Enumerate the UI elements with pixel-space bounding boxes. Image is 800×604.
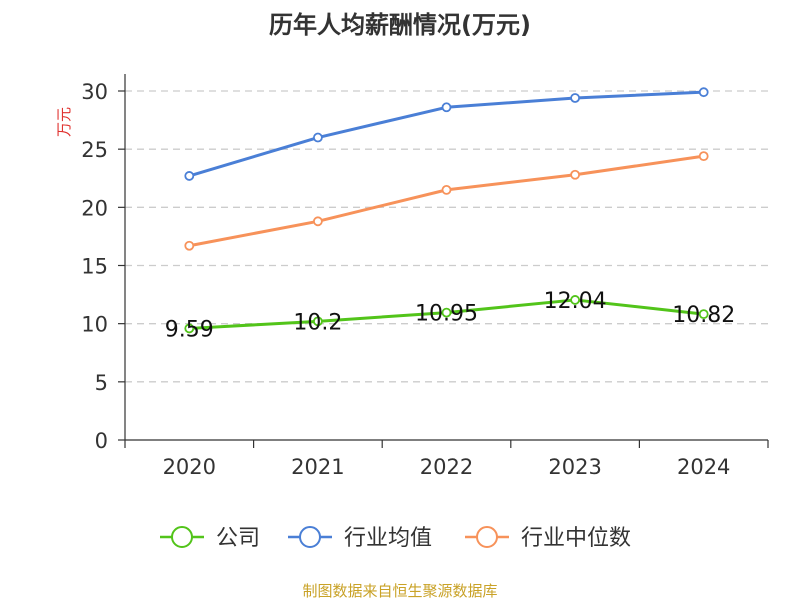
data-point	[570, 295, 580, 305]
grid-layer	[125, 90, 768, 383]
data-label: 10.82	[672, 303, 735, 328]
data-point	[570, 169, 580, 180]
y-tick-label: 0	[95, 429, 108, 453]
data-point	[312, 132, 323, 143]
source-note: 制图数据来自恒生聚源数据库	[302, 582, 497, 600]
data-point	[441, 184, 452, 195]
data-point	[441, 102, 452, 113]
y-tick-label: 25	[81, 138, 108, 162]
data-label-layer: 9.59 10.2 10.95 12.04 10.82	[165, 289, 735, 343]
series-line	[187, 154, 706, 248]
y-tick-label: 15	[81, 255, 108, 279]
y-tick-label: 10	[81, 313, 108, 337]
legend-marker	[171, 526, 193, 548]
legend-marker	[476, 526, 498, 548]
y-axis-label: 万元	[55, 107, 73, 137]
data-point	[312, 316, 323, 327]
data-point	[184, 171, 195, 181]
legend: 公司 行业均值 行业中位数	[160, 526, 631, 551]
x-tick-label: 2020	[163, 455, 216, 479]
data-point	[698, 151, 709, 162]
chart-title: 历年人均薪酬情况(万元)	[269, 11, 531, 39]
legend-label: 行业均值	[344, 526, 432, 551]
legend-label: 公司	[216, 526, 260, 551]
series-layer	[184, 87, 709, 334]
data-point	[441, 307, 452, 318]
legend-marker	[299, 526, 321, 548]
data-point	[698, 87, 709, 98]
y-tick-label: 30	[81, 80, 108, 104]
data-point	[698, 309, 709, 320]
data-point	[184, 323, 195, 334]
y-tick-label: 5	[95, 371, 108, 395]
data-point	[184, 240, 195, 251]
x-tick-label: 2023	[548, 455, 601, 479]
axis-layer: 0 5 10 15 20 25 30 2020 2021 2022 2023 2024	[81, 74, 769, 479]
data-point	[570, 93, 580, 103]
y-tick-label: 20	[81, 196, 108, 220]
x-tick-label: 2024	[677, 455, 730, 479]
legend-label: 行业中位数	[521, 526, 631, 551]
data-label: 12.04	[544, 289, 607, 314]
x-tick-label: 2021	[291, 455, 344, 479]
data-label: 10.2	[293, 310, 342, 335]
data-point	[312, 216, 323, 227]
data-label: 9.59	[165, 317, 214, 342]
data-label: 10.95	[415, 302, 478, 327]
x-tick-label: 2022	[420, 455, 473, 479]
